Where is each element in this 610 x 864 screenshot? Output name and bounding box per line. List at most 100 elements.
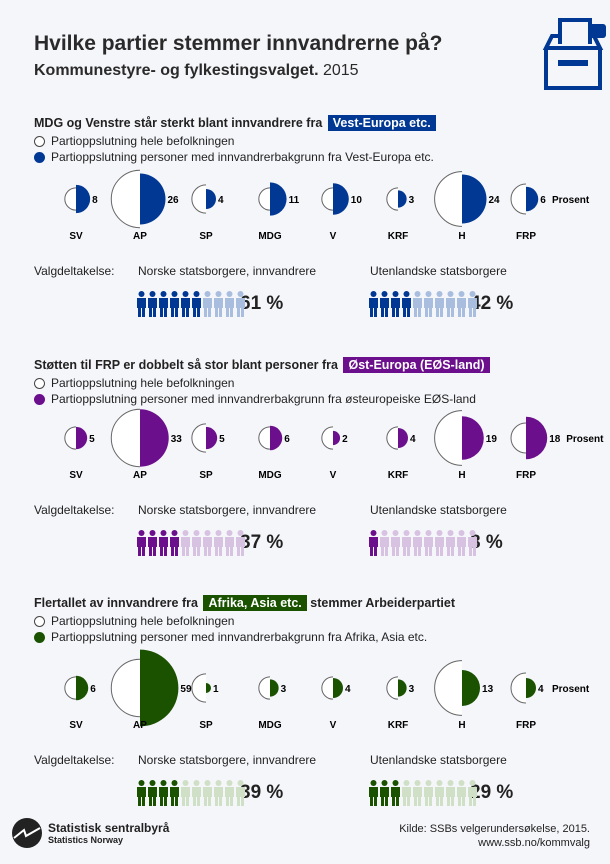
population-half: [191, 673, 207, 703]
person-icon: [225, 780, 234, 806]
population-half: [386, 187, 399, 211]
party-label: SP: [199, 470, 213, 481]
person-icon: [203, 530, 212, 556]
party-v: 4 V: [321, 676, 351, 731]
population-half: [321, 426, 334, 450]
person-icon: [424, 291, 433, 317]
person-icon: [369, 530, 378, 556]
population-half: [434, 171, 463, 227]
person-icon: [413, 530, 422, 556]
turnout-col-label: Utenlandske statsborgere: [370, 753, 507, 767]
population-half: [258, 676, 271, 700]
person-icon: [159, 530, 168, 556]
unit-label: Prosent: [552, 684, 590, 695]
value-label: 3: [409, 684, 415, 695]
person-icon: [148, 780, 157, 806]
person-icon: [468, 530, 477, 556]
group-half: [462, 416, 484, 460]
value-label: 59: [180, 684, 192, 695]
group-half: [526, 416, 548, 460]
legend-group-label: Partioppslutning personer med innvandrer…: [51, 392, 476, 406]
person-icon: [446, 780, 455, 806]
person-icon: [148, 291, 157, 317]
party-label: SP: [199, 720, 213, 731]
party-label: V: [330, 470, 337, 481]
turnout-value: 29 %: [470, 782, 514, 803]
population-half: [258, 426, 271, 450]
group-half: [333, 430, 341, 446]
party-sp: 1 SP: [191, 673, 219, 731]
population-half: [64, 187, 77, 211]
legend-dot-empty: [34, 377, 45, 389]
legend-all: Partioppslutning hele befolkningen: [34, 134, 234, 148]
group-half: [462, 174, 487, 224]
person-icon: [159, 780, 168, 806]
turnout-people: [369, 780, 477, 806]
party-frp: 6 FRP: [510, 183, 546, 242]
turnout-col-label: Norske statsborgere, innvandrere: [138, 503, 317, 517]
person-icon: [391, 291, 400, 317]
party-h: 24 H: [434, 171, 500, 242]
value-label: 6: [540, 195, 546, 206]
value-label: 4: [410, 434, 416, 445]
value-label: 5: [219, 434, 225, 445]
turnout-people: [369, 530, 477, 556]
party-label: FRP: [516, 231, 536, 242]
value-label: 24: [488, 195, 500, 206]
subtitle-year: 2015: [322, 62, 359, 79]
unit-label: Prosent: [552, 195, 590, 206]
section-title: Flertallet av innvandrere fra Afrika, As…: [34, 595, 455, 611]
person-icon: [457, 291, 466, 317]
person-icon: [236, 291, 245, 317]
turnout-label: Valgdeltakelse:: [34, 264, 115, 278]
turnout-label: Valgdeltakelse:: [34, 503, 115, 517]
person-icon: [435, 291, 444, 317]
legend-dot-filled: [34, 631, 45, 643]
person-icon: [402, 780, 411, 806]
person-icon: [380, 530, 389, 556]
person-icon: [214, 530, 223, 556]
party-label: SV: [69, 470, 83, 481]
group-half: [270, 679, 279, 697]
section-1: MDG og Venstre står sterkt blant innvand…: [0, 115, 610, 366]
party-label: AP: [133, 720, 147, 731]
population-half: [510, 422, 527, 454]
person-icon: [214, 291, 223, 317]
value-label: 6: [284, 434, 290, 445]
party-krf: 3 KRF: [386, 187, 415, 242]
population-half: [191, 423, 207, 453]
party-sv: 5 SV: [64, 426, 95, 481]
value-label: 2: [342, 434, 348, 445]
population-half: [510, 183, 527, 215]
section-title-text: MDG og Venstre står sterkt blant innvand…: [34, 116, 323, 130]
ballot-box-icon: [542, 18, 606, 90]
source: Kilde: SSBs velgerundersøkelse, 2015.: [399, 823, 590, 835]
person-icon: [236, 530, 245, 556]
logo-name: Statistisk sentralbyrå: [48, 821, 170, 835]
section-title-text: Flertallet av innvandrere fra: [34, 596, 198, 610]
population-half: [321, 676, 334, 700]
person-icon: [214, 780, 223, 806]
group-half: [140, 173, 166, 225]
person-icon: [413, 780, 422, 806]
unit-label: Prosent: [566, 434, 604, 445]
group-half: [462, 669, 481, 707]
page-subtitle: Kommunestyre- og fylkestingsvalget. 2015: [34, 62, 359, 80]
party-label: H: [458, 470, 465, 481]
source-url: www.ssb.no/kommvalg: [478, 837, 590, 849]
person-icon: [457, 530, 466, 556]
turnout-value: 61 %: [240, 293, 284, 314]
legend-all: Partioppslutning hele befolkningen: [34, 614, 234, 628]
value-label: 1: [213, 684, 219, 695]
person-icon: [413, 291, 422, 317]
section-title: Støtten til FRP er dobbelt så stor blant…: [34, 357, 490, 373]
turnout-label: Valgdeltakelse:: [34, 753, 115, 767]
population-half: [434, 410, 463, 466]
party-label: AP: [133, 231, 147, 242]
value-label: 19: [486, 434, 498, 445]
person-icon: [369, 780, 378, 806]
party-frp: 18 FRP: [510, 416, 561, 481]
party-label: H: [458, 231, 465, 242]
legend-group: Partioppslutning personer med innvandrer…: [34, 150, 434, 164]
value-label: 4: [218, 195, 224, 206]
